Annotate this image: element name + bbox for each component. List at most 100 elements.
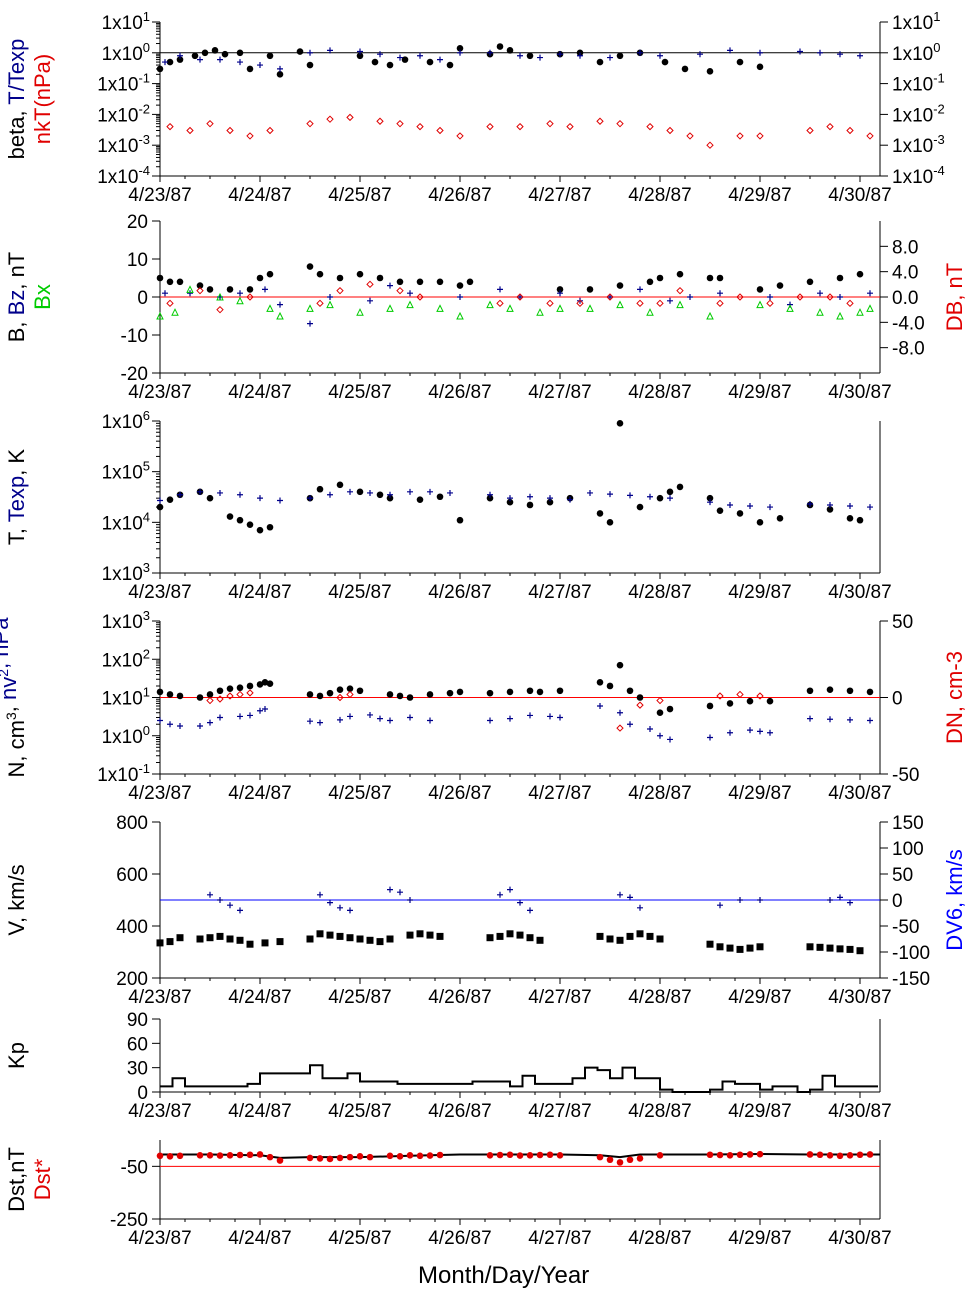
data-point: [676, 300, 684, 309]
data-point: [487, 491, 493, 498]
data-point: [397, 54, 403, 61]
data-point: [856, 516, 864, 524]
y-axis-label: N, cm3, nv2, nPa: [0, 617, 29, 778]
x-tick-label: 4/24/87: [228, 382, 291, 403]
x-tick-label: 4/24/87: [228, 1228, 291, 1249]
x-tick-label: 4/25/87: [328, 382, 391, 403]
data-point: [656, 935, 664, 943]
data-point: [436, 304, 444, 312]
data-point: [196, 694, 204, 701]
data-point: [416, 930, 424, 938]
x-tick-label: 4/30/87: [828, 987, 891, 1008]
data-point: [156, 311, 164, 320]
data-point: [206, 696, 214, 705]
data-point: [706, 274, 714, 282]
y-tick-label: 1x100: [102, 40, 150, 65]
data-point: [427, 488, 433, 495]
data-point: [216, 932, 224, 940]
data-point: [426, 1152, 434, 1159]
data-point: [626, 1156, 634, 1164]
data-point: [277, 301, 283, 308]
data-point: [496, 932, 504, 940]
x-tick-label: 4/23/87: [128, 185, 191, 206]
data-point: [457, 49, 463, 56]
data-point: [307, 495, 313, 502]
data-point: [767, 729, 773, 736]
x-tick-label: 4/27/87: [528, 185, 591, 206]
data-point: [756, 1150, 764, 1158]
y2-tick-label: 100: [892, 839, 924, 860]
data-point: [866, 304, 874, 312]
data-point: [356, 935, 364, 943]
data-point: [386, 304, 394, 312]
data-point: [316, 299, 324, 308]
data-point: [336, 286, 344, 295]
data-point: [206, 691, 214, 698]
data-point: [176, 934, 184, 942]
data-point: [566, 122, 574, 131]
data-point: [427, 717, 433, 724]
x-tick-label: 4/28/87: [628, 1228, 691, 1249]
x-tick-label: 4/26/87: [428, 987, 491, 1008]
data-point: [667, 495, 673, 502]
data-point: [217, 56, 223, 63]
data-point: [416, 496, 424, 503]
y-tick-label: 1x104: [102, 509, 150, 534]
y-axis-label-secondary: Bx: [30, 284, 55, 310]
data-point: [507, 495, 513, 502]
data-point: [836, 945, 844, 953]
data-point: [207, 719, 213, 726]
data-point: [371, 58, 379, 66]
data-point: [736, 58, 744, 66]
data-point: [237, 59, 243, 66]
data-point: [676, 483, 684, 491]
y-tick-label: 1x10-3: [97, 132, 150, 157]
x-tick-label: 4/26/87: [428, 1228, 491, 1249]
data-point: [447, 489, 453, 496]
data-point: [736, 293, 744, 301]
data-point: [326, 931, 334, 939]
data-point: [596, 510, 604, 517]
x-tick-label: 4/27/87: [528, 1228, 591, 1249]
data-point: [306, 304, 314, 312]
y-tick-label: 0: [137, 1083, 148, 1104]
data-point: [316, 270, 324, 278]
data-point: [416, 1152, 424, 1160]
data-point: [216, 292, 224, 301]
y-axis-label: T, Texp, K: [4, 449, 29, 546]
data-point: [166, 1153, 174, 1160]
y-tick-label: 200: [116, 969, 148, 990]
data-point: [667, 736, 673, 743]
data-point: [687, 294, 693, 300]
data-point: [806, 126, 814, 135]
data-point: [716, 299, 724, 308]
data-point: [516, 293, 524, 301]
x-tick-label: 4/24/87: [228, 1101, 291, 1122]
data-point: [636, 694, 644, 701]
data-point: [236, 1151, 244, 1159]
data-point: [846, 515, 854, 522]
data-point: [366, 1153, 374, 1161]
y-tick-label: -250: [110, 1210, 148, 1231]
data-point: [387, 717, 393, 724]
x-tick-label: 4/30/87: [828, 783, 891, 804]
x-tick-label: 4/29/87: [728, 185, 791, 206]
data-point: [216, 695, 224, 703]
data-point: [221, 50, 229, 58]
data-point: [767, 504, 773, 511]
x-tick-label: 4/27/87: [528, 987, 591, 1008]
data-point: [496, 1151, 504, 1159]
data-point: [786, 304, 794, 312]
data-point: [736, 1151, 744, 1159]
data-point: [262, 706, 268, 713]
data-point: [207, 891, 213, 898]
y2-axis-label: DV6, km/s: [942, 849, 967, 950]
data-point: [216, 687, 224, 695]
data-point: [356, 687, 364, 695]
data-point: [162, 59, 168, 66]
data-point: [837, 894, 843, 901]
data-point: [346, 685, 354, 692]
data-point: [326, 689, 334, 697]
data-point: [426, 58, 434, 66]
